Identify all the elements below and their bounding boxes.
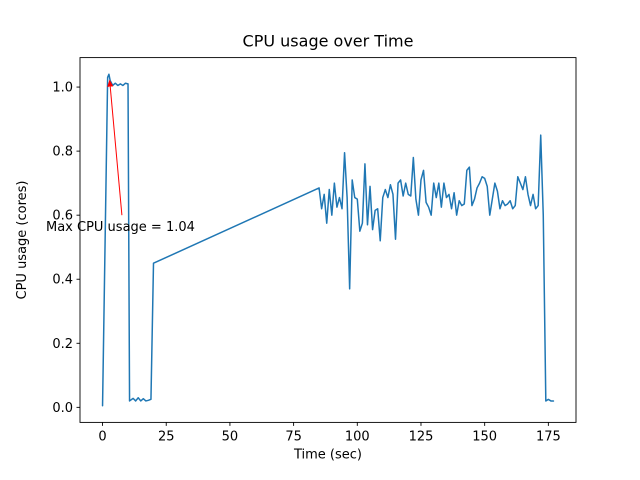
- x-tick-label: 25: [158, 429, 175, 444]
- axes-spines: [79, 57, 577, 423]
- y-tick-label: 0.2: [52, 337, 73, 352]
- annotation-arrow: [107, 79, 123, 216]
- x-tick-label: 175: [536, 429, 561, 444]
- x-tick-label: 100: [345, 429, 370, 444]
- x-tick-label: 75: [285, 429, 302, 444]
- y-tick-label: 0.6: [52, 209, 73, 224]
- y-tick-label: 0.0: [52, 401, 73, 416]
- chart-title: CPU usage over Time: [243, 32, 414, 51]
- y-tick-label: 1.0: [52, 81, 73, 96]
- y-tick-label: 0.4: [52, 273, 73, 288]
- y-axis-label: CPU usage (cores): [15, 181, 30, 300]
- max-annotation-text: Max CPU usage = 1.04: [46, 220, 195, 235]
- x-axis-label: Time (sec): [293, 447, 362, 462]
- x-tick-label: 0: [98, 429, 106, 444]
- x-tick-label: 125: [409, 429, 434, 444]
- y-tick-label: 0.8: [52, 145, 73, 160]
- series-line-cpu-usage: [101, 73, 555, 407]
- x-tick-label: 50: [222, 429, 239, 444]
- plot-area: 0 25 50 75 100 125 150 175 0.0 0.2 0.4 0.6 0.8 1.0: [52, 57, 577, 444]
- x-tick-label: 150: [472, 429, 497, 444]
